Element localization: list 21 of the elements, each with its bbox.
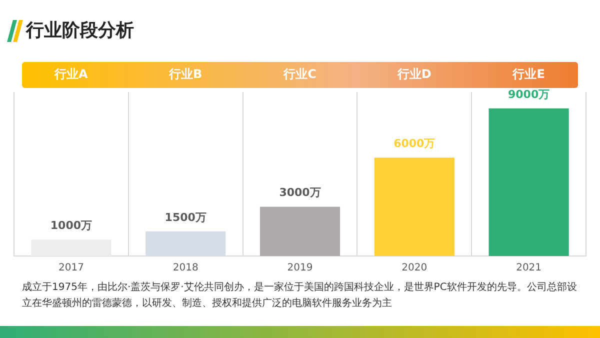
x-tick-label: 2021 (516, 262, 542, 274)
text: 行业A (54, 67, 89, 82)
text: 行业E (512, 67, 545, 82)
data-label: 6000万 (394, 136, 436, 150)
bar (488, 108, 569, 256)
data-label: 9000万 (508, 88, 550, 101)
text: 行业D (396, 67, 432, 82)
x-tick-label: 2020 (402, 262, 428, 274)
data-label: 1000万 (50, 218, 92, 232)
data-label: 1500万 (164, 210, 206, 224)
data-label: 3000万 (279, 186, 321, 200)
bar (31, 240, 112, 256)
chart-title: 行业阶段分析 (26, 19, 134, 42)
x-tick-label: 2019 (287, 262, 313, 274)
bar (260, 206, 340, 256)
x-tick-label: 2017 (58, 262, 84, 274)
text: 行业C (282, 67, 317, 82)
text: 行业B (168, 67, 202, 82)
bar (374, 158, 454, 256)
text: 成立于1975年，由比尔·盖茨与保罗·艾伦共同创办，是一家位于美国的跨国科技企业，是世界PC软件开发的先导。公司总部设立在华盛顿州的雷德蒙德，以研发、制造、授权和提供广泛的电脑软件服务业务为主 (22, 280, 578, 311)
x-tick-label: 2018 (172, 262, 198, 274)
